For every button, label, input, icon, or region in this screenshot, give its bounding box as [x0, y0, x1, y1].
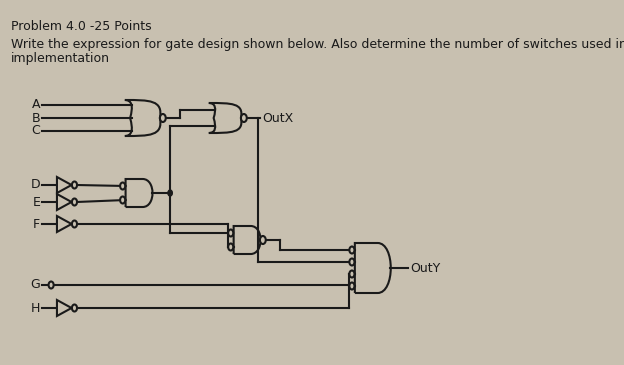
Text: Problem 4.0 -25 Points: Problem 4.0 -25 Points — [11, 20, 152, 33]
Circle shape — [72, 181, 77, 188]
Polygon shape — [57, 300, 72, 316]
Circle shape — [49, 281, 54, 288]
Text: E: E — [32, 196, 40, 208]
Circle shape — [241, 114, 246, 122]
PathPatch shape — [125, 179, 152, 207]
Circle shape — [72, 199, 77, 205]
Circle shape — [349, 270, 354, 277]
Circle shape — [349, 258, 354, 265]
Text: C: C — [31, 124, 40, 138]
PathPatch shape — [125, 100, 160, 136]
Polygon shape — [57, 194, 72, 210]
Circle shape — [168, 190, 172, 196]
Circle shape — [228, 230, 233, 237]
Circle shape — [349, 246, 354, 254]
Polygon shape — [57, 177, 72, 193]
Circle shape — [160, 114, 166, 122]
Text: OutX: OutX — [262, 111, 293, 124]
PathPatch shape — [233, 226, 261, 254]
PathPatch shape — [355, 243, 391, 293]
Circle shape — [260, 236, 266, 244]
Circle shape — [120, 196, 125, 204]
Text: A: A — [32, 99, 40, 111]
Circle shape — [349, 283, 354, 289]
Circle shape — [72, 304, 77, 311]
Circle shape — [120, 182, 125, 189]
PathPatch shape — [209, 103, 241, 133]
Text: F: F — [33, 218, 40, 231]
Circle shape — [228, 243, 233, 250]
Text: implementation: implementation — [11, 52, 110, 65]
Text: OutY: OutY — [411, 261, 441, 274]
Circle shape — [72, 220, 77, 227]
Text: B: B — [32, 111, 40, 124]
Text: Write the expression for gate design shown below. Also determine the number of s: Write the expression for gate design sho… — [11, 38, 624, 51]
Text: H: H — [31, 301, 40, 315]
Text: D: D — [31, 178, 40, 192]
Text: G: G — [31, 278, 40, 292]
Polygon shape — [57, 216, 72, 232]
